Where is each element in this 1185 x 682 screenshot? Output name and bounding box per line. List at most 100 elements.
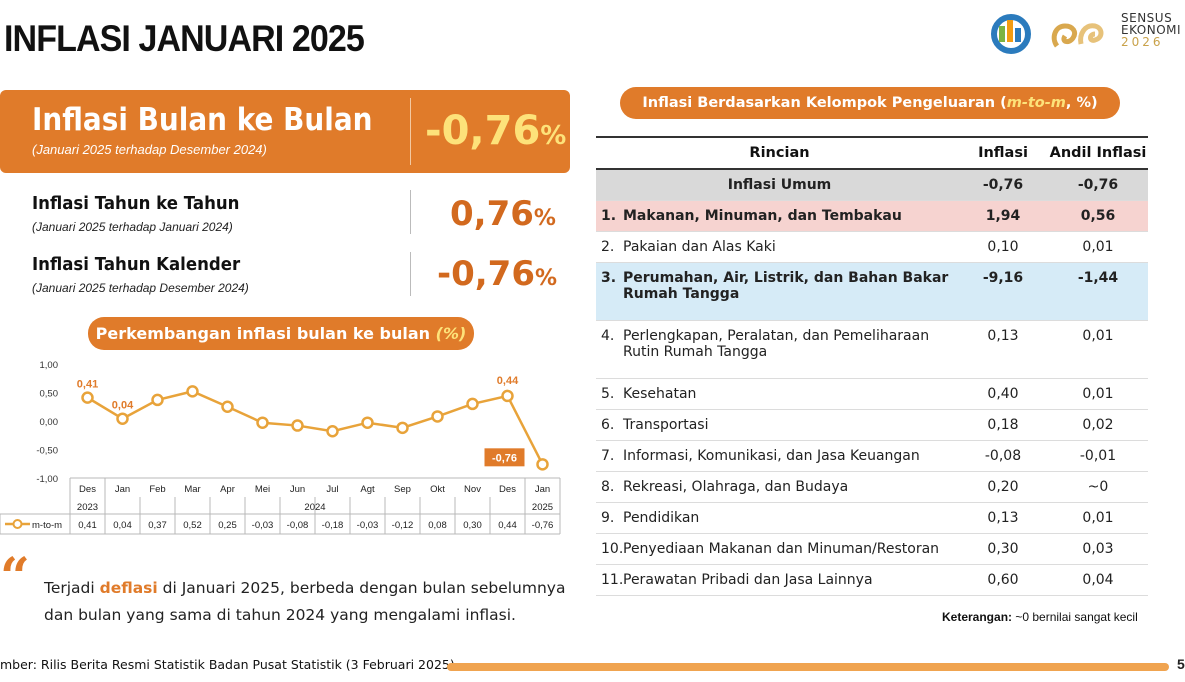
row-label-line2: Rutin Rumah Tangga <box>623 343 768 360</box>
data-point <box>81 391 94 404</box>
x-tick-label: Agt <box>360 484 375 495</box>
row-label: 2. Pakaian dan Alas Kaki <box>596 231 958 263</box>
callout-label: 0,41 <box>77 379 98 391</box>
callout-label: 0,04 <box>112 400 134 412</box>
table-row: 2. Pakaian dan Alas Kaki 0,10 0,01 <box>596 231 1148 263</box>
x-tick-label: Jul <box>326 484 338 495</box>
table-row: 5. Kesehatan 0,40 0,01 <box>596 378 1148 410</box>
callout-label: 0,44 <box>497 375 519 387</box>
value-label: 0,08 <box>428 520 447 531</box>
ytd-sub: (Januari 2025 terhadap Desember 2024) <box>32 281 249 295</box>
y-tick-label: 1,00 <box>40 360 59 371</box>
yoy-value: 0,76 <box>450 194 534 234</box>
year-label-2024: 2024 <box>304 502 325 513</box>
value-label: -0,03 <box>357 520 379 531</box>
value-label: 0,44 <box>498 520 517 531</box>
table-title-end: , %) <box>1065 95 1098 111</box>
table-title-hl: m-to-m <box>1006 95 1066 111</box>
row-inflasi: 0,13 <box>958 320 1048 379</box>
header-andil: Andil Inflasi <box>1048 136 1148 170</box>
chart-title-unit: (%) <box>435 324 467 343</box>
header-inflasi: Inflasi <box>958 136 1048 170</box>
y-tick-label: -1,00 <box>36 474 58 485</box>
row-andil: 0,01 <box>1048 231 1148 263</box>
source-text: mber: Rilis Berita Resmi Statistik Badan… <box>0 657 455 672</box>
row-label-line1: Perlengkapan, Peralatan, dan Pemeliharaa… <box>623 327 930 344</box>
x-tick-label: Mar <box>184 484 200 495</box>
row-andil: 0,56 <box>1048 200 1148 232</box>
mtm-pct: % <box>540 121 567 151</box>
row-number: 9. <box>601 509 615 526</box>
x-tick-label: Des <box>79 484 96 495</box>
data-point <box>466 397 479 411</box>
logo-line2: EKONOMI <box>1121 23 1182 37</box>
x-tick-label: Jan <box>535 484 550 495</box>
table-row: 4. Perlengkapan, Peralatan, dan Pemelihar… <box>596 320 1148 379</box>
data-point <box>116 412 129 425</box>
general-andil: -0,76 <box>1048 169 1148 201</box>
ytd-label: Inflasi Tahun Kalender <box>32 254 241 275</box>
table-row: 3. Perumahan, Air, Listrik, dan Bahan Bak… <box>596 262 1148 321</box>
header-rincian: Rincian <box>596 136 958 170</box>
yoy-value-wrap: 0,76% <box>450 194 556 234</box>
table-row: 7. Informasi, Komunikasi, dan Jasa Keuang… <box>596 440 1148 472</box>
x-tick-label: Sep <box>394 484 411 495</box>
quote-icon: “ <box>0 547 30 608</box>
note-pre: Terjadi <box>44 579 100 597</box>
bps-logo <box>991 14 1104 54</box>
row-number: 4. <box>601 327 615 344</box>
mtm-sub: (Januari 2025 terhadap Desember 2024) <box>32 142 267 157</box>
value-label: 0,30 <box>463 520 482 531</box>
year-label-2023: 2023 <box>77 502 98 513</box>
row-inflasi: 0,18 <box>958 409 1048 441</box>
table-row: 8. Rekreasi, Olahraga, dan Budaya 0,20 ~0 <box>596 471 1148 503</box>
callout-box <box>484 448 525 467</box>
inflation-group-table: Rincian Inflasi Andil Inflasi Inflasi Um… <box>596 136 1148 596</box>
row-andil: 0,03 <box>1048 533 1148 565</box>
row-number: 6. <box>601 416 615 433</box>
table-title: Inflasi Berdasarkan Kelompok Pengeluaran… <box>642 95 1007 111</box>
x-tick-label: Jun <box>290 484 305 495</box>
general-label: Inflasi Umum <box>596 169 958 201</box>
row-inflasi: 0,20 <box>958 471 1048 503</box>
note-highlight: deflasi <box>99 579 158 597</box>
table-row: 1. Makanan, Minuman, dan Tembakau 1,94 0,56 <box>596 200 1148 232</box>
row-inflasi: -0,08 <box>958 440 1048 472</box>
mtm-divider <box>410 98 411 165</box>
data-point <box>396 421 409 435</box>
keterangan-text: ~0 bernilai sangat kecil <box>1012 610 1138 624</box>
table-row: 9. Pendidikan 0,13 0,01 <box>596 502 1148 534</box>
data-point <box>326 425 339 438</box>
row-inflasi: -9,16 <box>958 262 1048 321</box>
keterangan-label: Keterangan: <box>942 610 1013 624</box>
row-andil: 0,04 <box>1048 564 1148 596</box>
yoy-sub: (Januari 2025 terhadap Januari 2024) <box>32 220 233 234</box>
note-text: Terjadi deflasi di Januari 2025, berbeda… <box>44 575 565 629</box>
x-tick-label: Mei <box>255 484 270 495</box>
row-label-line1: Makanan, Minuman, dan Tembakau <box>623 207 902 224</box>
value-label: 0,04 <box>113 520 132 531</box>
row-label-line1: Rekreasi, Olahraga, dan Budaya <box>623 478 849 495</box>
row-andil: -1,44 <box>1048 262 1148 321</box>
row-label-line1: Penyediaan Makanan dan Minuman/Restoran <box>623 540 940 557</box>
yoy-block: Inflasi Tahun ke Tahun (Januari 2025 ter… <box>32 193 257 234</box>
row-inflasi: 0,40 <box>958 378 1048 410</box>
legend-marker <box>12 519 23 529</box>
page-number: 5 <box>1177 656 1185 672</box>
data-point <box>501 389 514 403</box>
note-post: di Januari 2025, berbeda dengan bulan se… <box>157 579 566 597</box>
value-label: -0,18 <box>322 520 344 531</box>
row-label-line1: Perawatan Pribadi dan Jasa Lainnya <box>623 571 873 588</box>
x-tick-label: Des <box>499 484 516 495</box>
row-number: 7. <box>601 447 615 464</box>
value-label: 0,41 <box>78 520 97 531</box>
mtm-line-chart: 1,00 0,50 0,00 -0,50 -1,00 0,41 0,04 0,44 -0,76 D… <box>0 360 561 535</box>
row-inflasi: 0,30 <box>958 533 1048 565</box>
row-andil: 0,01 <box>1048 502 1148 534</box>
value-label: -0,03 <box>252 520 274 531</box>
note-line1: Terjadi deflasi di Januari 2025, berbeda… <box>44 575 565 602</box>
page-title: INFLASI JANUARI 2025 <box>4 18 365 59</box>
row-label-line1: Perumahan, Air, Listrik, dan Bahan Bakar <box>623 269 949 286</box>
value-label: -0,12 <box>392 520 414 531</box>
data-point <box>151 393 164 407</box>
